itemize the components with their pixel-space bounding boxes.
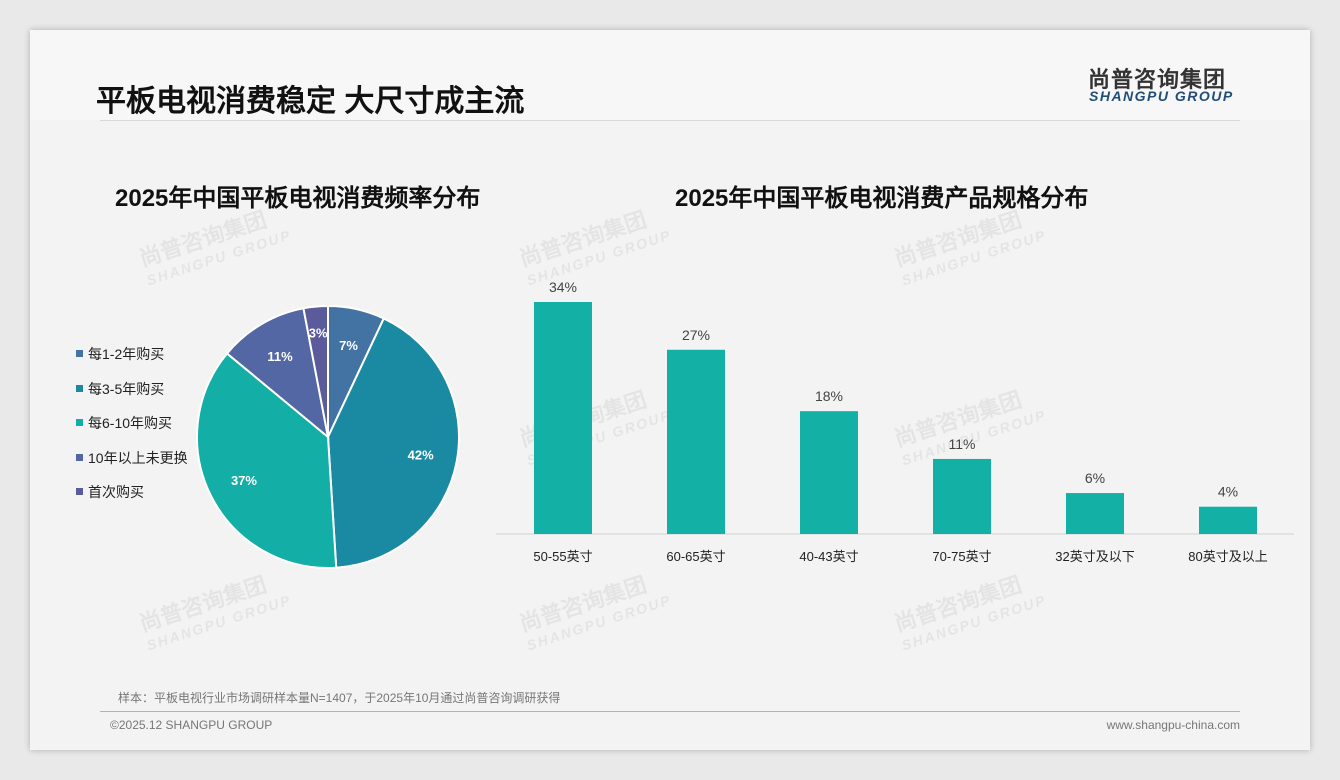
logo-cn: 尚普咨询集团: [1088, 67, 1227, 92]
x-tick-label: 40-43英寸: [799, 549, 858, 564]
bar-data-label: 11%: [949, 436, 976, 452]
charts-canvas: 7% 42% 37% 11% 3% 34% 50-55英寸 27% 60-65英寸 18% 40-4…: [196, 279, 1294, 569]
pie-legend: 每1-2年购买 每3-5年购买 每6-10年购买 10年以上未更换 首次购买: [76, 344, 188, 517]
legend-swatch: [76, 453, 83, 461]
footer-divider: [100, 711, 1240, 712]
legend-item: 每3-5年购买: [76, 379, 188, 414]
pie-slice: [302, 304, 329, 438]
legend-swatch: [76, 419, 83, 426]
legend-item: 首次购买: [76, 482, 188, 517]
bar-data-label: 18%: [815, 388, 843, 404]
bar: [933, 458, 991, 534]
legend-label: 10年以上未更换: [88, 449, 188, 466]
legend-item: 每6-10年购买: [76, 413, 188, 448]
x-tick-label: 32英寸及以下: [1055, 549, 1134, 564]
pie-slice: [326, 317, 460, 569]
bar: [800, 411, 858, 534]
bar-data-label: 34%: [549, 279, 577, 295]
legend-item: 每1-2年购买: [76, 344, 188, 379]
logo-en: SHANGPU GROUP: [1089, 88, 1234, 104]
slide: 平板电视消费稳定 大尺寸成主流 尚普咨询集团 SHANGPU GROUP 尚普咨…: [30, 30, 1310, 750]
x-tick-label: 50-55英寸: [533, 549, 592, 564]
legend-item: 10年以上未更换: [76, 448, 188, 483]
header-divider: [100, 120, 1240, 121]
x-tick-label: 80英寸及以上: [1188, 549, 1267, 564]
legend-swatch: [76, 488, 83, 495]
pie-data-label: 42%: [408, 448, 434, 463]
legend-label: 每3-5年购买: [88, 380, 165, 397]
pie-data-label: 3%: [309, 326, 328, 341]
bar-chart-title: 2025年中国平板电视消费产品规格分布: [675, 185, 1089, 212]
x-tick-label: 70-75英寸: [932, 549, 991, 564]
website-url: www.shangpu-china.com: [1106, 718, 1240, 732]
sample-note: 样本：平板电视行业市场调研样本量N=1407，于2025年10月通过尚普咨询调研…: [118, 691, 561, 705]
pie-data-label: 37%: [231, 473, 257, 488]
pie-data-label: 7%: [339, 338, 358, 353]
legend-label: 每6-10年购买: [88, 415, 173, 431]
page-title: 平板电视消费稳定 大尺寸成主流: [96, 85, 525, 118]
header: [30, 30, 1310, 120]
bar: [1199, 506, 1257, 534]
copyright: ©2025.12 SHANGPU GROUP: [110, 718, 273, 732]
bar-data-label: 27%: [682, 327, 710, 343]
pie-chart-title: 2025年中国平板电视消费频率分布: [115, 185, 481, 212]
bar-data-label: 4%: [1218, 484, 1238, 500]
pie-data-label: 11%: [267, 349, 293, 364]
x-tick-label: 60-65英寸: [666, 549, 725, 564]
legend-label: 首次购买: [88, 484, 144, 500]
bar-data-label: 6%: [1085, 470, 1105, 486]
pie-slice: [196, 352, 338, 569]
bar: [534, 302, 592, 534]
legend-swatch: [76, 350, 83, 357]
legend-swatch: [76, 384, 83, 392]
pie-slice: [225, 307, 330, 440]
bar: [1066, 493, 1124, 534]
bar: [667, 349, 725, 534]
legend-label: 每1-2年购买: [88, 346, 165, 362]
